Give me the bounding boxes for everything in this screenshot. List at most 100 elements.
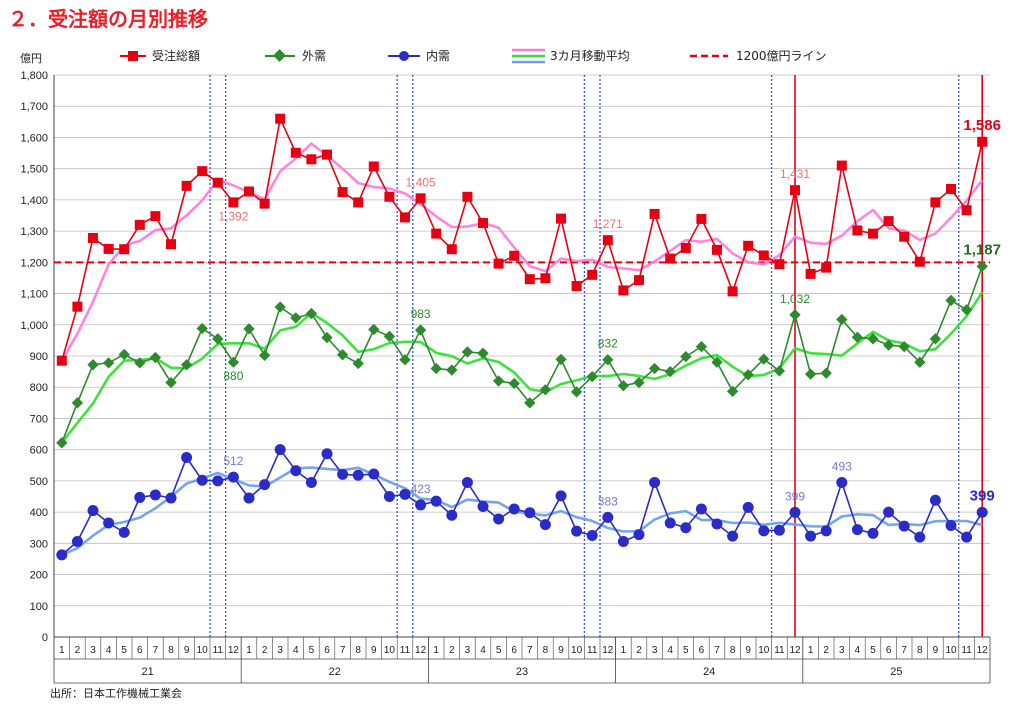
point-total bbox=[977, 136, 988, 147]
point-foreign bbox=[352, 357, 364, 370]
x-month-label: 5 bbox=[496, 645, 502, 656]
point-total bbox=[571, 281, 582, 292]
x-month-label: 10 bbox=[384, 645, 396, 656]
x-month-label: 9 bbox=[184, 645, 190, 656]
point-domestic bbox=[945, 520, 957, 532]
point-domestic bbox=[524, 507, 536, 519]
point-total bbox=[134, 219, 145, 230]
x-year-label: 21 bbox=[141, 666, 153, 678]
point-domestic bbox=[134, 491, 146, 503]
point-domestic bbox=[368, 468, 380, 480]
x-month-label: 8 bbox=[917, 645, 923, 656]
point-domestic bbox=[399, 488, 411, 500]
x-month-label: 11 bbox=[774, 645, 785, 656]
point-foreign bbox=[180, 359, 193, 371]
x-month-label: 3 bbox=[652, 645, 658, 656]
gridlines bbox=[54, 74, 990, 638]
x-month-label: 4 bbox=[855, 645, 861, 656]
point-total bbox=[930, 197, 941, 208]
point-domestic bbox=[773, 524, 785, 536]
data-label: 512 bbox=[223, 454, 243, 468]
y-tick-label: 1,500 bbox=[20, 164, 48, 176]
y-tick-label: 700 bbox=[30, 413, 48, 425]
point-domestic bbox=[664, 517, 676, 529]
point-domestic bbox=[976, 506, 988, 518]
x-year-label: 22 bbox=[329, 666, 341, 678]
point-total bbox=[868, 228, 878, 239]
point-total bbox=[836, 160, 847, 171]
legend-foreign-label: 外需 bbox=[302, 49, 326, 63]
y-tick-label: 1,300 bbox=[20, 226, 48, 238]
point-domestic bbox=[789, 506, 801, 518]
point-foreign bbox=[882, 339, 895, 351]
point-foreign bbox=[430, 362, 442, 375]
point-domestic bbox=[118, 526, 130, 538]
y-tick-label: 400 bbox=[30, 507, 48, 519]
point-total bbox=[337, 187, 348, 198]
point-domestic bbox=[758, 525, 770, 537]
point-foreign bbox=[71, 397, 84, 409]
point-foreign bbox=[336, 349, 349, 361]
legend: 受注総額 外需 内需 3カ月移動平均 1200億円ライン bbox=[120, 48, 827, 64]
point-total bbox=[852, 225, 863, 236]
data-label: 1,586 bbox=[963, 117, 1001, 134]
point-foreign bbox=[758, 353, 770, 365]
point-total bbox=[680, 242, 691, 253]
point-domestic bbox=[555, 490, 567, 502]
point-foreign bbox=[461, 346, 474, 358]
x-month-label: 11 bbox=[213, 645, 224, 656]
point-foreign bbox=[87, 359, 99, 371]
point-total bbox=[634, 275, 644, 286]
point-foreign bbox=[773, 365, 786, 377]
point-total bbox=[790, 185, 800, 196]
point-total bbox=[275, 113, 286, 124]
point-foreign bbox=[508, 377, 520, 390]
point-domestic bbox=[649, 476, 661, 488]
point-total bbox=[821, 262, 832, 273]
y-tick-label: 100 bbox=[30, 601, 48, 613]
x-month-label: 3 bbox=[465, 645, 471, 656]
legend-total: 受注総額 bbox=[120, 48, 200, 63]
point-foreign bbox=[555, 353, 567, 366]
point-total bbox=[119, 244, 130, 255]
point-total bbox=[197, 166, 208, 177]
point-domestic bbox=[617, 535, 629, 547]
point-domestic bbox=[259, 479, 271, 491]
point-total bbox=[587, 269, 598, 280]
x-month-label: 10 bbox=[758, 645, 770, 656]
point-domestic bbox=[290, 465, 302, 477]
point-foreign bbox=[945, 294, 957, 307]
point-foreign bbox=[929, 333, 942, 345]
point-domestic bbox=[929, 494, 941, 506]
point-foreign bbox=[258, 349, 271, 362]
point-total bbox=[602, 235, 613, 246]
x-month-label: 7 bbox=[714, 645, 720, 656]
data-label: 493 bbox=[832, 459, 852, 473]
x-month-label: 10 bbox=[571, 645, 583, 656]
point-domestic bbox=[914, 531, 926, 543]
point-domestic bbox=[727, 530, 739, 542]
point-domestic bbox=[836, 476, 848, 488]
point-foreign bbox=[243, 323, 255, 335]
legend-domestic: 内需 bbox=[388, 49, 450, 63]
x-month-label: 5 bbox=[121, 645, 127, 656]
x-month-label: 8 bbox=[730, 645, 736, 656]
point-foreign bbox=[149, 351, 162, 364]
series-lines bbox=[56, 113, 988, 561]
point-domestic bbox=[352, 469, 364, 481]
x-month-label: 11 bbox=[587, 645, 598, 656]
point-domestic bbox=[305, 476, 317, 488]
point-total bbox=[509, 250, 520, 261]
legend-ref-label: 1200億円ライン bbox=[736, 49, 827, 63]
legend-ma: 3カ月移動平均 bbox=[512, 48, 630, 64]
y-tick-label: 1,400 bbox=[20, 195, 48, 207]
point-domestic bbox=[430, 495, 442, 507]
point-foreign bbox=[290, 312, 302, 324]
y-tick-label: 1,200 bbox=[20, 257, 48, 269]
period-markers bbox=[209, 75, 984, 637]
y-tick-label: 500 bbox=[30, 476, 48, 488]
point-domestic bbox=[196, 474, 208, 486]
data-label: 880 bbox=[223, 369, 243, 383]
point-foreign bbox=[914, 356, 926, 368]
x-month-label: 1 bbox=[246, 645, 252, 656]
